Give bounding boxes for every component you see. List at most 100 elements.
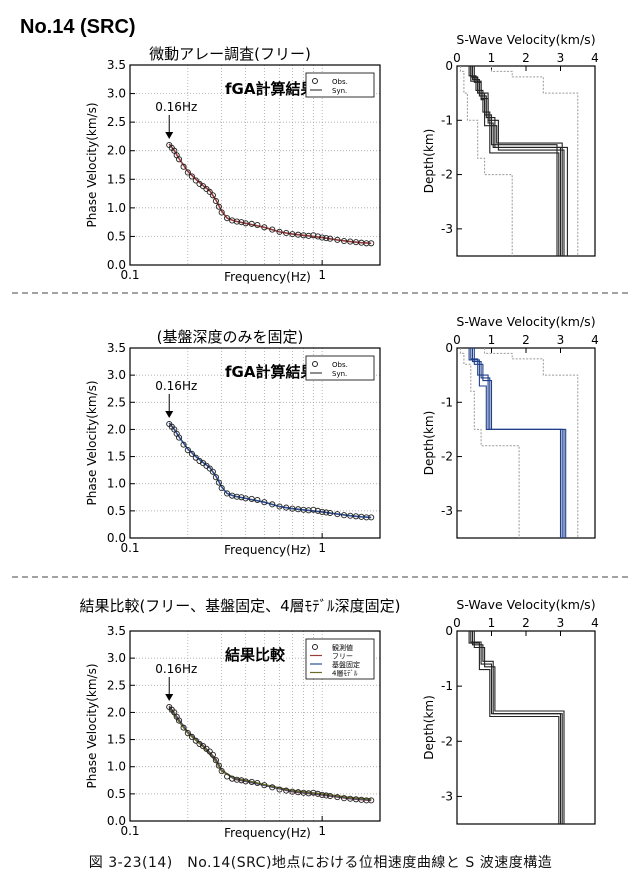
panel-heading-2: (基盤深度のみを固定) [157, 328, 304, 346]
pv-obs-point [289, 231, 296, 238]
pv-ytick-label: 3.0 [107, 368, 126, 382]
pv-ytick-label: 1.0 [107, 201, 126, 215]
pv-yaxis-label: Phase Velocity(km/s) [85, 102, 99, 227]
vs-xtick-label: 1 [488, 616, 496, 630]
pv-ytick-label: 0.5 [107, 504, 126, 518]
vs-xtick-label: 4 [591, 51, 599, 65]
pv-obs-point [238, 777, 245, 784]
pv-obs-point [310, 789, 317, 796]
vs-ytick-label: -1 [441, 395, 453, 409]
pv-plot-frame [129, 630, 381, 822]
pv-obs-point [206, 188, 213, 195]
pv-obs-point [184, 447, 191, 454]
panel-heading-1: 微動アレー調査(フリー) [149, 45, 311, 63]
vs-xtick-label: 1 [488, 51, 496, 65]
pv-obs-point [176, 156, 183, 163]
vs-xtick-label: 0 [453, 51, 461, 65]
pv-obs-point [238, 494, 245, 501]
pv-ytick-label: 1.0 [107, 760, 126, 774]
pv-obs-point [209, 751, 216, 758]
vs-ytick-label: 0 [445, 341, 453, 355]
pv-obs-point [176, 434, 183, 441]
pv-ytick-label: 0.5 [107, 229, 126, 243]
vs-search-bound [484, 348, 579, 538]
pv-obs-point [176, 717, 183, 724]
pv-obs-point [314, 233, 321, 240]
vs-ytick-label: -3 [441, 504, 453, 518]
pv-arrow-label: 0.16Hz [155, 379, 197, 393]
pv-obs-point [238, 219, 245, 226]
pv-xaxis-label: Frequency(Hz) [224, 270, 311, 284]
pv-obs-point [212, 757, 219, 764]
pv-obs-point [310, 232, 317, 239]
pv-legend-marker [312, 361, 318, 367]
pv-obs-point [233, 218, 240, 225]
vs-yaxis-label: Depth(km) [422, 695, 436, 760]
pv-obs-point [218, 768, 225, 775]
pv-ytick-label: 1.5 [107, 733, 126, 747]
pv-legend-marker [312, 644, 318, 650]
pv-obs-point [323, 235, 330, 242]
pv-obs-point [327, 509, 334, 517]
vs-chart-title: S-Wave Velocity(km/s) [456, 32, 595, 47]
pv-obs-point [276, 786, 283, 793]
pv-chart-title: 結果比較 [225, 646, 286, 664]
vs-xtick-label: 2 [522, 333, 530, 347]
vs-profile-chart-3: S-Wave Velocity(km/s)0 1 2 3 40-1-2-3Depth(k… [422, 597, 599, 825]
pv-obs-point [215, 203, 222, 210]
pv-obs-point [215, 762, 222, 769]
pv-obs-point [314, 790, 321, 797]
phase-velocity-chart-2: 0.0 0.5 1.0 1.5 2.0 2.5 3.0 3.5 0.1 1 Frequency(Hz… [85, 341, 381, 557]
vs-xtick-label: 3 [557, 333, 565, 347]
vs-profile-line [471, 66, 562, 256]
pv-legend-label: Obs. [332, 78, 348, 86]
pv-obs-point [248, 220, 255, 227]
pv-ytick-label: 0.0 [107, 258, 126, 272]
pv-ytick-label: 3.0 [107, 87, 126, 101]
pv-ytick-label: 2.0 [107, 422, 126, 436]
pv-legend-marker [312, 78, 318, 84]
pv-arrow-head [165, 411, 174, 418]
pv-ytick-label: 2.0 [107, 705, 126, 719]
pv-obs-point [314, 507, 321, 514]
pv-obs-point [192, 454, 199, 461]
vs-plot-frame [456, 630, 596, 825]
pv-obs-point [334, 236, 341, 243]
vs-ytick-label: -3 [441, 789, 453, 803]
pv-obs-point [347, 238, 354, 245]
pv-ytick-label: 1.0 [107, 477, 126, 491]
pv-obs-point [254, 221, 261, 229]
vs-xtick-label: 2 [522, 616, 530, 630]
vs-ytick-label: -1 [441, 679, 453, 693]
pv-obs-point [368, 797, 375, 804]
pv-arrow-label: 0.16Hz [155, 662, 197, 676]
pv-legend-label: 4層ﾓﾃﾞﾙ [332, 670, 358, 678]
pv-obs-point [347, 795, 354, 802]
figure-caption: 図 3-23(14) No.14(SRC)地点における位相速度曲線と S 波速度… [88, 855, 553, 871]
vs-xtick-label: 0 [453, 616, 461, 630]
pv-obs-point [192, 177, 199, 184]
pv-obs-point [171, 147, 178, 154]
pv-obs-point [319, 791, 326, 798]
pv-obs-point [323, 509, 330, 516]
pv-obs-point [180, 724, 187, 731]
pv-obs-point [248, 778, 255, 785]
pv-obs-point [218, 485, 225, 492]
pv-obs-point [254, 496, 261, 504]
vs-chart-title: S-Wave Velocity(km/s) [456, 314, 595, 329]
vs-profile-chart-2: S-Wave Velocity(km/s)0 1 2 3 40-1-2-3Depth(k… [422, 314, 599, 539]
pv-obs-point [347, 512, 354, 519]
pv-obs-point [180, 163, 187, 170]
pv-xtick-label: 0.1 [120, 268, 139, 282]
pv-obs-point [368, 514, 375, 521]
pv-obs-point [184, 730, 191, 737]
vs-profile-line [471, 348, 563, 538]
pv-xaxis-label: Frequency(Hz) [224, 543, 311, 557]
vs-profile-line [468, 631, 560, 824]
pv-obs-point [261, 224, 268, 231]
pv-chart-title: fGA計算結果 [225, 80, 316, 98]
pv-xtick-label: 1 [318, 268, 326, 282]
pv-obs-point [188, 733, 195, 740]
